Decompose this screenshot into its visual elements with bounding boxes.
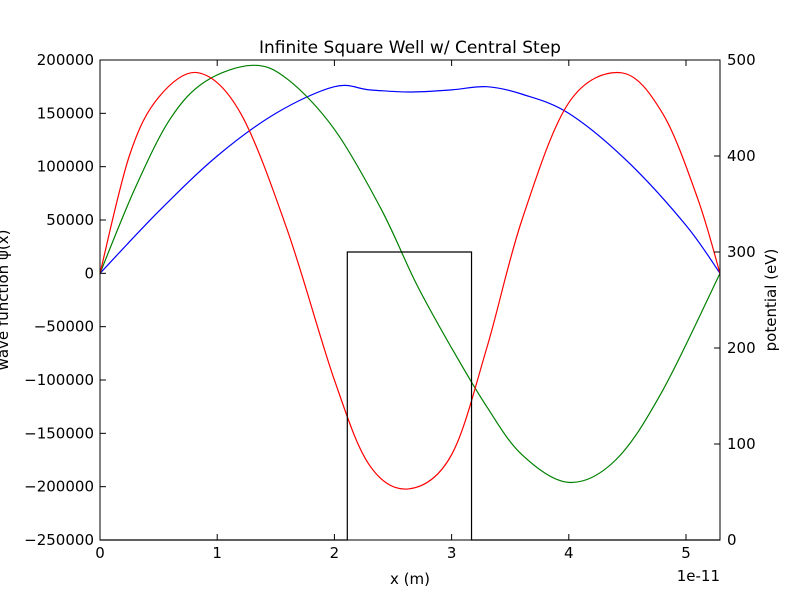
y2-tick-label: 400 (727, 147, 756, 165)
y2-tick-label: 300 (727, 243, 756, 261)
x-tick-label: 1 (212, 544, 222, 562)
ticks-layer: 0 1 2 3 4 5 200000 150000 100000 50000 0 −50000 −100… (24, 51, 755, 562)
x-tick-label: 2 (330, 544, 340, 562)
plot-frame (99, 59, 721, 541)
y2-tick-label: 100 (727, 435, 756, 453)
x-tick-label: 4 (564, 544, 574, 562)
series-line-1 (99, 84, 721, 274)
series-line-2 (99, 64, 721, 484)
y-tick-label: 100000 (37, 158, 94, 176)
y2-tick-label: 200 (727, 339, 756, 357)
y-tick-label: 200000 (37, 51, 94, 69)
y-tick-label: −200000 (24, 478, 94, 496)
y-tick-label: 150000 (37, 104, 94, 122)
y2-tick-label: 0 (727, 531, 737, 549)
series-line-3 (99, 71, 721, 490)
x-axis-label: x (m) (390, 570, 430, 588)
y2-axis-label: potential (eV) (762, 249, 780, 352)
y-tick-label: −250000 (24, 531, 94, 549)
x-tick-label: 3 (447, 544, 457, 562)
chart-title: Infinite Square Well w/ Central Step (259, 38, 561, 58)
y-tick-label: −150000 (24, 424, 94, 442)
y-tick-label: −100000 (24, 371, 94, 389)
y2-tick-label: 500 (727, 51, 756, 69)
y-axis-label: wave function ψ(x) (0, 230, 12, 371)
x-tick-label: 5 (681, 544, 691, 562)
y-tick-label: 50000 (46, 211, 94, 229)
x-tick-label: 0 (95, 544, 105, 562)
x-offset-label: 1e-11 (677, 567, 720, 585)
y-tick-label: 0 (84, 264, 94, 282)
y-tick-label: −50000 (34, 318, 94, 336)
